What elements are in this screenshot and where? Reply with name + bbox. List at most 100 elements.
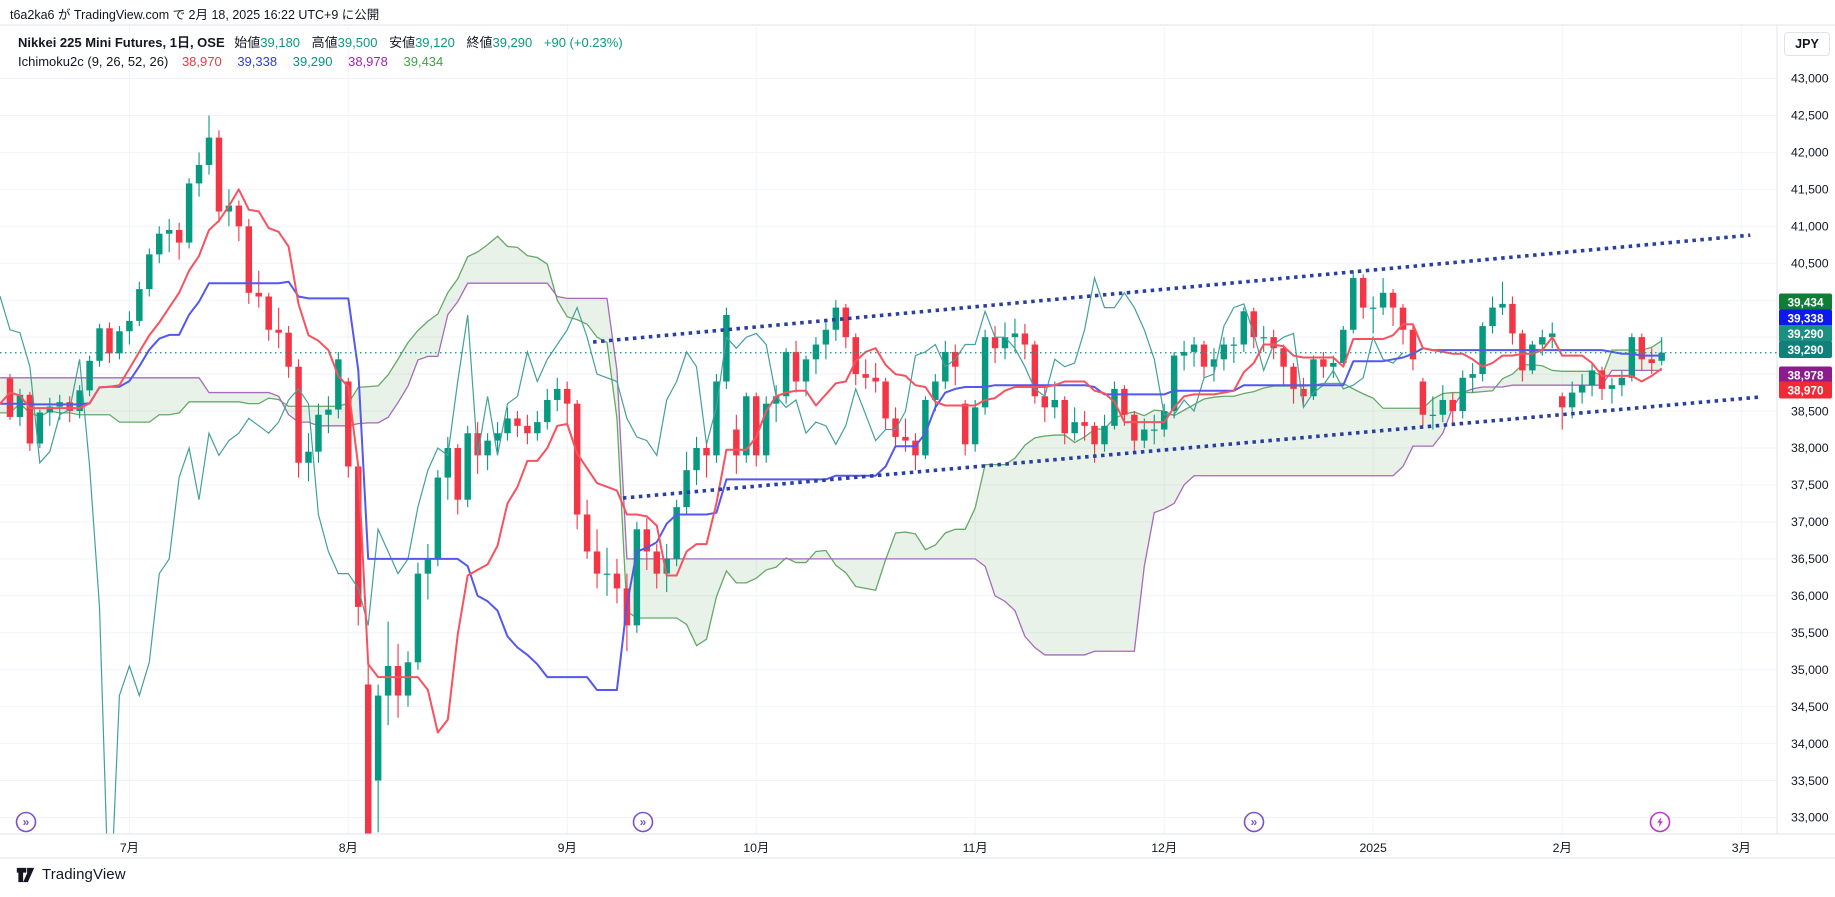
price-axis-label: 41,000 bbox=[1791, 220, 1829, 234]
candle-body bbox=[355, 466, 362, 607]
price-badge-bg bbox=[1779, 293, 1832, 311]
candle-body bbox=[782, 351, 790, 397]
candle-body bbox=[1310, 359, 1317, 397]
candle-body bbox=[1041, 396, 1049, 408]
candle-body bbox=[1509, 303, 1516, 334]
candle-body bbox=[1369, 307, 1377, 309]
candle-body bbox=[1180, 351, 1188, 356]
candle-body bbox=[325, 409, 332, 415]
price-axis-label: 42,000 bbox=[1791, 146, 1829, 160]
candle-body bbox=[76, 390, 83, 412]
candle-body bbox=[1250, 311, 1257, 338]
symbol-title[interactable]: Nikkei 225 Mini Futures, 1日, OSE bbox=[18, 35, 225, 50]
candle-body bbox=[932, 381, 939, 400]
candle-body bbox=[991, 337, 999, 349]
price-axis-label: 40,500 bbox=[1791, 256, 1829, 270]
price-axis-label: 41,500 bbox=[1791, 183, 1829, 197]
candle-body bbox=[1151, 429, 1158, 431]
candle-body bbox=[583, 514, 591, 552]
ohlc-open: 始値39,180 bbox=[234, 35, 301, 50]
time-axis-marker-lightning[interactable] bbox=[1649, 811, 1671, 833]
candle-body bbox=[126, 320, 133, 332]
footer-logo[interactable]: TradingView bbox=[16, 866, 126, 883]
time-axis-label: 9月 bbox=[558, 841, 577, 855]
candle-body bbox=[1379, 292, 1387, 308]
double-arrow-icon: » bbox=[23, 815, 30, 829]
candle-body bbox=[1638, 337, 1646, 360]
indicator-title[interactable]: Ichimoku2c (9, 26, 52, 26) bbox=[18, 53, 169, 69]
candle-body bbox=[1578, 385, 1586, 393]
candle-body bbox=[285, 332, 292, 367]
time-axis-marker-double-arrow[interactable]: » bbox=[15, 811, 37, 833]
price-badge: 38,970 bbox=[1779, 381, 1832, 399]
indicator-value-kijun: 39,338 bbox=[237, 53, 278, 69]
price-badge: 39,434 bbox=[1779, 293, 1832, 311]
candle-body bbox=[1429, 414, 1437, 416]
candle-body bbox=[1200, 344, 1208, 367]
price-badge-bg bbox=[1779, 309, 1832, 327]
time-axis-label: 10月 bbox=[743, 841, 769, 855]
candle-body bbox=[1280, 348, 1287, 367]
time-axis-marker-double-arrow[interactable]: » bbox=[632, 811, 654, 833]
legend-symbol-row[interactable]: Nikkei 225 Mini Futures, 1日, OSE 始値39,18… bbox=[18, 34, 631, 53]
trendline-lower-channel[interactable] bbox=[622, 395, 1761, 500]
time-axis-marker-double-arrow[interactable]: » bbox=[1243, 811, 1265, 833]
candle-body bbox=[922, 399, 929, 456]
candle-body bbox=[26, 394, 34, 444]
candle-body bbox=[733, 429, 740, 456]
time-axis-label: 3月 bbox=[1732, 841, 1751, 855]
candle-body bbox=[713, 381, 720, 456]
candle-body bbox=[1270, 337, 1277, 349]
plot-layer[interactable] bbox=[0, 115, 1777, 897]
candle-body bbox=[86, 360, 93, 391]
trendline-upper-channel[interactable] bbox=[592, 233, 1751, 344]
candle-body bbox=[1141, 429, 1148, 441]
candle-body bbox=[255, 292, 262, 297]
indicator-value-chikou: 39,290 bbox=[292, 53, 333, 69]
double-arrow-icon-circle bbox=[1243, 811, 1265, 833]
candle-body bbox=[235, 205, 243, 227]
candle-body bbox=[16, 394, 24, 417]
price-badge: 39,338 bbox=[1779, 309, 1832, 327]
candle-body bbox=[1081, 422, 1088, 426]
currency-axis-button[interactable]: JPY bbox=[1784, 32, 1830, 56]
candle-body bbox=[1061, 399, 1068, 434]
ohlc-close: 終値39,290 bbox=[466, 35, 533, 50]
candle-body bbox=[215, 137, 223, 212]
time-axis-labels[interactable]: 7月 8月 9月 10月 11月 12月 2025 2月 3月 bbox=[120, 841, 1751, 855]
candle-body bbox=[36, 412, 44, 444]
ichimoku-cloud bbox=[0, 236, 1662, 655]
candle-body bbox=[205, 137, 213, 165]
price-axis-label: 35,000 bbox=[1791, 663, 1829, 677]
candle-body bbox=[971, 407, 979, 445]
candle-body bbox=[1608, 385, 1616, 389]
price-axis-labels[interactable]: 33,000 33,500 34,000 34,500 35,000 35,500 36,0… bbox=[1791, 72, 1829, 825]
double-arrow-icon: » bbox=[640, 815, 647, 829]
candles-layer bbox=[6, 115, 1665, 834]
legend-indicator-row[interactable]: Ichimoku2c (9, 26, 52, 26) 38,970 39,338… bbox=[18, 53, 631, 72]
candle-body bbox=[434, 477, 442, 559]
candle-body bbox=[1170, 355, 1178, 412]
candle-body bbox=[1389, 292, 1397, 308]
time-axis-label: 11月 bbox=[963, 841, 988, 855]
price-badge-bg bbox=[1779, 341, 1832, 358]
candle-body bbox=[812, 344, 820, 360]
candle-body bbox=[693, 448, 700, 471]
candle-body bbox=[1190, 344, 1198, 352]
indicator-value-tenkan: 38,970 bbox=[181, 53, 222, 69]
candle-body bbox=[902, 436, 909, 441]
candle-body bbox=[613, 573, 621, 589]
price-axis-label: 36,500 bbox=[1791, 552, 1829, 566]
attribution-text: t6a2ka6 が TradingView.com で 2月 18, 2025 … bbox=[10, 8, 380, 22]
candle-body bbox=[1160, 411, 1168, 430]
change-value: +90 (+0.23%) bbox=[543, 35, 623, 50]
candle-body bbox=[1300, 388, 1307, 397]
price-axis-label: 34,000 bbox=[1791, 737, 1829, 751]
time-axis-label: 7月 bbox=[120, 841, 139, 855]
candle-body bbox=[275, 329, 282, 333]
candle-body bbox=[414, 573, 422, 663]
candle-body bbox=[792, 351, 800, 382]
candle-body bbox=[802, 359, 810, 382]
